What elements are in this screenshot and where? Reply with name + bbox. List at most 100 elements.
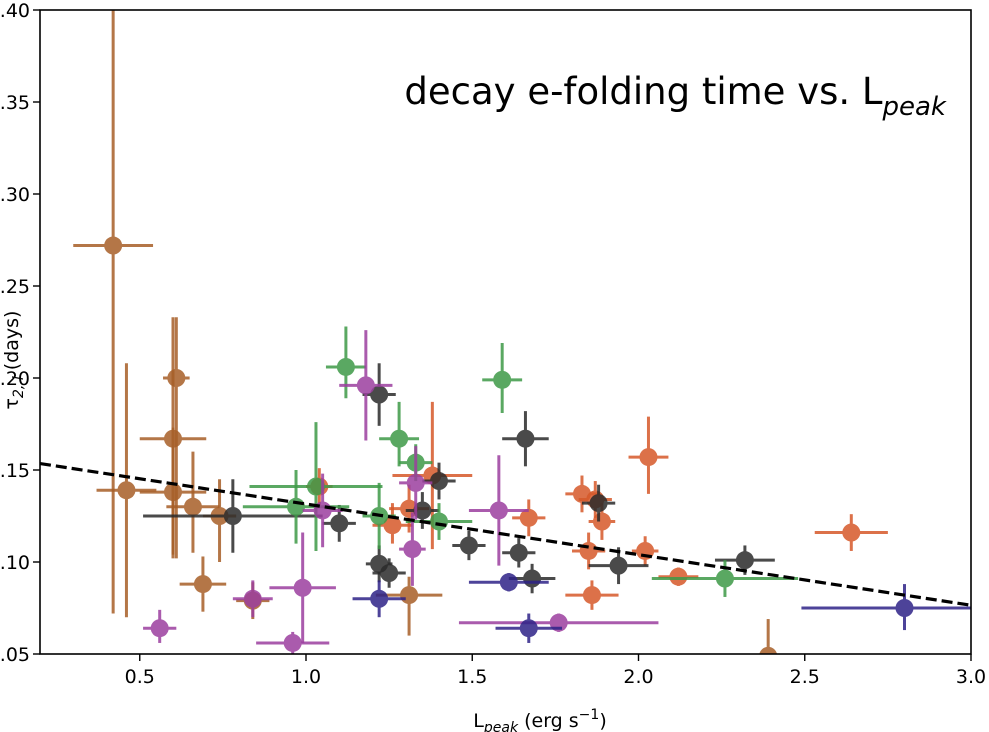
data-point <box>631 536 659 566</box>
data-point <box>379 401 420 467</box>
x-tick-label: 1.5 <box>457 666 487 688</box>
data-point <box>581 484 616 522</box>
point-marker <box>243 589 262 608</box>
x-tick-label: 3.0 <box>956 666 986 688</box>
y-tick-label: 0.25 <box>0 276 30 298</box>
data-point <box>502 538 536 568</box>
point-marker <box>489 501 508 520</box>
data-point <box>372 558 406 588</box>
data-point <box>166 451 220 553</box>
data-point <box>139 317 207 559</box>
data-point <box>362 363 396 426</box>
point-marker <box>403 540 422 559</box>
data-point <box>814 514 888 551</box>
point-marker <box>523 569 542 588</box>
point-marker <box>715 569 734 588</box>
data-point <box>179 556 227 612</box>
point-marker <box>493 370 512 389</box>
y-tick-label: 0.35 <box>0 92 30 114</box>
x-label-main: L <box>473 710 484 732</box>
data-points <box>73 10 971 654</box>
point-marker <box>400 586 419 605</box>
point-marker <box>104 236 123 255</box>
point-marker <box>592 512 611 531</box>
series-navy <box>352 573 971 643</box>
point-marker <box>293 578 312 597</box>
point-marker <box>589 494 608 513</box>
point-marker <box>167 369 186 387</box>
point-marker <box>383 516 402 535</box>
y-tick-label: 0.40 <box>0 0 30 22</box>
point-marker <box>370 385 389 404</box>
point-marker <box>330 514 349 533</box>
data-point <box>468 573 549 592</box>
data-point <box>269 532 336 643</box>
point-marker <box>370 589 389 608</box>
point-marker <box>516 429 535 448</box>
data-point <box>512 499 546 537</box>
point-marker <box>519 508 538 527</box>
point-marker <box>380 564 399 583</box>
data-point <box>658 567 699 586</box>
point-marker <box>639 448 658 467</box>
data-point <box>572 532 606 570</box>
x-axis-ticks: 0.5 1.0 1.5 2.0 2.5 3.0 <box>125 654 986 688</box>
point-marker <box>183 497 202 516</box>
series-black <box>143 363 775 594</box>
point-marker <box>509 543 528 562</box>
point-marker <box>519 619 538 638</box>
data-point <box>565 580 619 610</box>
fit-line <box>40 461 971 607</box>
data-point <box>375 576 443 636</box>
data-point <box>249 422 383 551</box>
data-point <box>405 492 439 529</box>
point-marker <box>735 551 754 570</box>
point-marker <box>582 586 601 605</box>
y-tick-label: 0.10 <box>0 552 30 574</box>
data-point <box>628 416 669 494</box>
point-marker <box>430 472 448 491</box>
data-point <box>801 584 971 631</box>
plot-frame <box>39 9 972 655</box>
y-tick-label: 0.05 <box>0 644 30 666</box>
chart-title: decay e-folding time vs. Lpeak <box>404 70 947 122</box>
data-point <box>452 530 486 561</box>
point-marker <box>895 599 914 617</box>
y-label-units: (days) <box>1 311 23 377</box>
point-marker <box>406 473 425 492</box>
point-marker <box>759 646 777 654</box>
y-label-main: τ <box>1 398 23 409</box>
data-point <box>143 609 177 643</box>
point-marker <box>283 633 302 652</box>
data-point <box>502 411 549 467</box>
series-brown <box>73 10 777 654</box>
x-axis-label: Lpeak (erg s−1) <box>473 707 606 732</box>
point-marker <box>150 619 169 638</box>
y-label-subscript: 2, i <box>11 376 27 398</box>
point-marker <box>193 575 212 594</box>
data-point <box>468 455 529 566</box>
point-marker <box>287 497 306 516</box>
x-tick-label: 2.5 <box>790 666 820 688</box>
data-point <box>73 10 154 614</box>
data-point <box>422 462 456 500</box>
point-marker <box>669 567 688 586</box>
point-marker <box>842 523 861 542</box>
point-marker <box>609 556 628 575</box>
x-label-units: (erg s <box>518 710 579 732</box>
y-tick-label: 0.15 <box>0 460 30 482</box>
y-axis-ticks: 0.05 0.10 0.15 0.20 0.25 0.30 0.35 0.40 <box>0 0 40 666</box>
y-tick-label: 0.20 <box>0 368 30 390</box>
chart-title-main: decay e-folding time vs. L <box>404 70 882 113</box>
data-point <box>651 560 799 597</box>
point-marker <box>223 507 242 525</box>
data-point <box>232 580 273 618</box>
point-marker <box>164 429 182 448</box>
x-label-exponent: −1 <box>579 707 600 723</box>
point-marker <box>413 501 432 520</box>
data-point <box>759 619 777 654</box>
data-point <box>96 363 157 618</box>
y-tick-label: 0.30 <box>0 184 30 206</box>
point-marker <box>499 573 518 592</box>
